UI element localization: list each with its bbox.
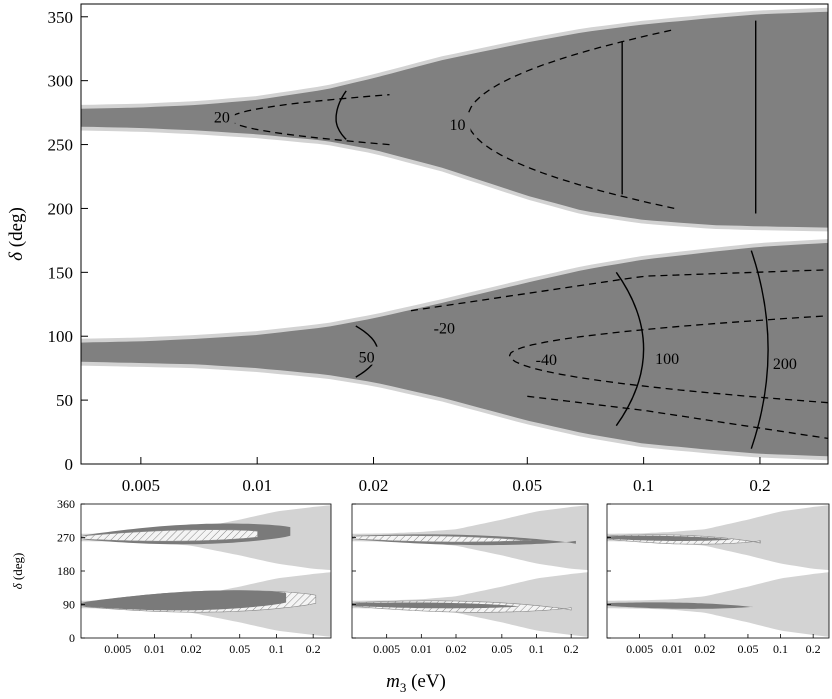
subplot-2: 0.005 0.01 0.02 0.05 0.1 0.2: [606, 503, 830, 656]
contour-label-bg: [353, 346, 380, 365]
main-plot-area: 20 10 -20 50 -40 100 200: [81, 7, 828, 461]
subplot-x-tick-label: 0.02: [446, 642, 467, 656]
contour-solid-upper-arc: [335, 90, 347, 140]
subplot-area-0: [81, 505, 331, 637]
subplot-dark-region: [607, 535, 732, 541]
subplot-x-tick-label: 0.01: [411, 642, 432, 656]
contour-dashed-minus40: [508, 315, 828, 404]
contour-label-bg: [533, 349, 560, 368]
contour-label-bg: [208, 106, 235, 125]
contour-label-4: -40: [536, 352, 557, 369]
subplot-y-tick-label: 360: [57, 497, 75, 511]
subplot-y-tick-label: 180: [57, 564, 75, 578]
subplot-area-2: [607, 505, 829, 637]
contour-label-bg: [444, 114, 471, 133]
subplot-x-tick-label: 0.1: [529, 642, 544, 656]
subplot-x-tick-label: 0.005: [626, 642, 653, 656]
subplot-y-axis-label: δ (deg): [10, 553, 25, 590]
contour-label-bg: [771, 353, 798, 372]
subplot-y-tick-label: 270: [57, 531, 75, 545]
y-axis-unit: (deg): [6, 207, 27, 252]
contour-dashed-20: [229, 94, 390, 146]
x-tick-label: 0.02: [359, 476, 389, 495]
subplot-x-tick-label: 0.05: [491, 642, 512, 656]
y-tick-label: 350: [48, 8, 74, 27]
subplot-x-tick-label: 0.005: [373, 642, 400, 656]
y-tick-label: 0: [65, 455, 74, 474]
subplot-x-tick-label: 0.02: [181, 642, 202, 656]
x-axis-unit: (eV): [406, 671, 446, 692]
subplot-hatched-region: [352, 535, 532, 543]
contour-dashed-lower: [527, 395, 828, 440]
x-tick-label: 0.05: [512, 476, 542, 495]
main-plot-frame: [80, 3, 829, 465]
contour-label-bg: [654, 347, 681, 366]
subplot-area-1: [352, 505, 588, 637]
x-tick-label: 0.005: [122, 476, 160, 495]
y-tick-label: 100: [48, 327, 74, 346]
subplot-y-tick-label: 90: [63, 598, 75, 612]
contour-label-bg: [431, 317, 458, 336]
subplot-x-tick-label: 0.2: [306, 642, 321, 656]
y-tick-label: 300: [48, 72, 74, 91]
subplot-x-tick-label: 0.01: [144, 642, 165, 656]
x-axis-label: m3 (eV): [0, 671, 832, 696]
subplot-x-tick-label: 0.1: [773, 642, 788, 656]
contour-solid-200: [750, 250, 769, 449]
subplot-y-axis-unit: (deg): [10, 553, 25, 584]
x-tick-label: 0.1: [633, 476, 654, 495]
subplot-x-tick-label: 0.05: [737, 642, 758, 656]
x-tick-label: 0.2: [749, 476, 770, 495]
x-axis-subscript: 3: [399, 679, 407, 695]
subplot-x-tick-label: 0.2: [806, 642, 821, 656]
y-tick-label: 200: [48, 199, 74, 218]
contour-label-0: 20: [214, 109, 230, 126]
subplot-x-tick-label: 0.01: [662, 642, 683, 656]
contour-solid-100: [615, 271, 645, 427]
subplot-dark-region: [607, 602, 753, 609]
y-axis-label: δ (deg): [6, 207, 27, 261]
subplot-y-tick-label: 0: [69, 631, 75, 645]
inner-band-lower: [81, 242, 828, 457]
y-tick-label: 50: [56, 391, 73, 410]
subplot-x-tick-label: 0.05: [229, 642, 250, 656]
subplot-x-tick-label: 0.02: [694, 642, 715, 656]
main-plot: 20 10 -20 50 -40 100 200 0 50 100 150 200 250 300 350 0…: [6, 3, 829, 495]
subplot-dark-region: [81, 590, 287, 611]
subplot-dark-region: [352, 602, 519, 609]
contour-label-6: 200: [773, 356, 797, 373]
x-tick-label: 0.01: [242, 476, 272, 495]
contour-label-3: 50: [359, 350, 375, 367]
x-axis-symbol: m: [386, 671, 400, 692]
subplot-1: 0.005 0.01 0.02 0.05 0.1 0.2: [351, 503, 589, 656]
subplot-x-tick-label: 0.1: [269, 642, 284, 656]
subplot-x-tick-label: 0.005: [104, 642, 131, 656]
contour-label-1: 10: [450, 117, 466, 134]
y-axis-symbol: δ: [6, 251, 27, 261]
subplot-x-tick-label: 0.2: [564, 642, 579, 656]
subplot-0: 0.005 0.01 0.02 0.05 0.1 0.2 0 90 180 270 360 δ (de…: [10, 497, 332, 656]
y-tick-label: 150: [48, 263, 74, 282]
contour-label-5: 100: [655, 351, 679, 368]
contour-label-2: -20: [434, 320, 455, 337]
y-tick-label: 250: [48, 136, 74, 155]
sub-plots: 0.005 0.01 0.02 0.05 0.1 0.2 0 90 180 270 360 δ (de…: [10, 497, 830, 656]
subplot-y-axis-symbol: δ: [10, 582, 25, 589]
subplot-hatched-region: [81, 529, 258, 542]
